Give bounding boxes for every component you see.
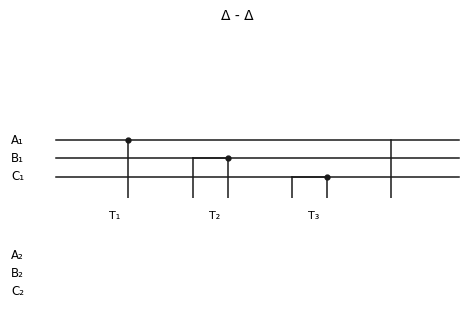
Text: A₁: A₁: [11, 134, 24, 147]
Text: C₂: C₂: [11, 285, 24, 298]
Text: B₂: B₂: [11, 267, 24, 280]
Text: T₁: T₁: [109, 211, 121, 221]
Text: T₃: T₃: [308, 211, 319, 221]
Text: T₂: T₂: [209, 211, 220, 221]
Text: A₂: A₂: [11, 249, 24, 262]
Text: B₁: B₁: [11, 152, 24, 165]
Text: C₁: C₁: [11, 170, 24, 183]
Text: Δ - Δ: Δ - Δ: [221, 9, 253, 23]
